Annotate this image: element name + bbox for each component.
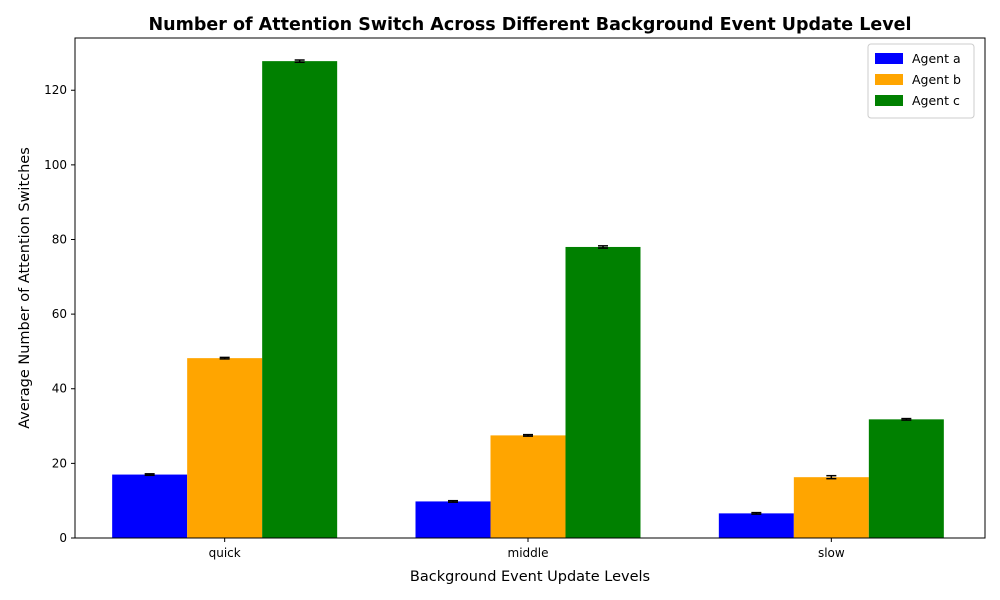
legend-swatch-agent-b	[875, 74, 903, 85]
plot-frame	[74, 37, 986, 539]
x-tick-label-middle: middle	[508, 546, 549, 560]
bar-agent-b-middle	[490, 435, 566, 538]
legend-swatch-agent-c	[875, 95, 903, 106]
y-tick-label: 80	[52, 232, 67, 246]
legend: Agent a Agent b Agent c	[867, 43, 975, 119]
bars-layer	[112, 61, 944, 538]
x-axis: quick middle slow	[209, 538, 845, 560]
y-axis: 0 20 40 60 80 100 120	[44, 83, 75, 545]
y-tick-label: 20	[52, 456, 67, 470]
legend-label-agent-b: Agent b	[912, 72, 961, 87]
y-tick-label: 0	[59, 531, 67, 545]
bar-agent-a-middle	[415, 501, 491, 538]
legend-swatch-agent-a	[875, 53, 903, 64]
bar-agent-b-slow	[793, 477, 869, 538]
bar-agent-a-slow	[718, 513, 794, 538]
y-axis-title: Average Number of Attention Switches	[17, 147, 33, 429]
y-tick-label: 40	[52, 382, 67, 396]
legend-label-agent-a: Agent a	[912, 51, 961, 66]
y-tick-label: 120	[44, 83, 67, 97]
bar-agent-c-middle	[565, 246, 641, 538]
y-tick-label: 100	[44, 158, 67, 172]
chart-title: Number of Attention Switch Across Differ…	[149, 15, 912, 35]
x-tick-label-quick: quick	[209, 546, 241, 560]
y-tick-label: 60	[52, 307, 67, 321]
error-bars-layer	[144, 59, 912, 515]
bar-agent-a-quick	[112, 474, 188, 538]
legend-label-agent-c: Agent c	[912, 93, 960, 108]
x-tick-label-slow: slow	[818, 546, 845, 560]
x-axis-title: Background Event Update Levels	[410, 569, 650, 585]
bar-agent-b-quick	[187, 358, 263, 538]
bar-agent-c-quick	[262, 61, 338, 538]
bar-agent-c-slow	[868, 419, 944, 538]
